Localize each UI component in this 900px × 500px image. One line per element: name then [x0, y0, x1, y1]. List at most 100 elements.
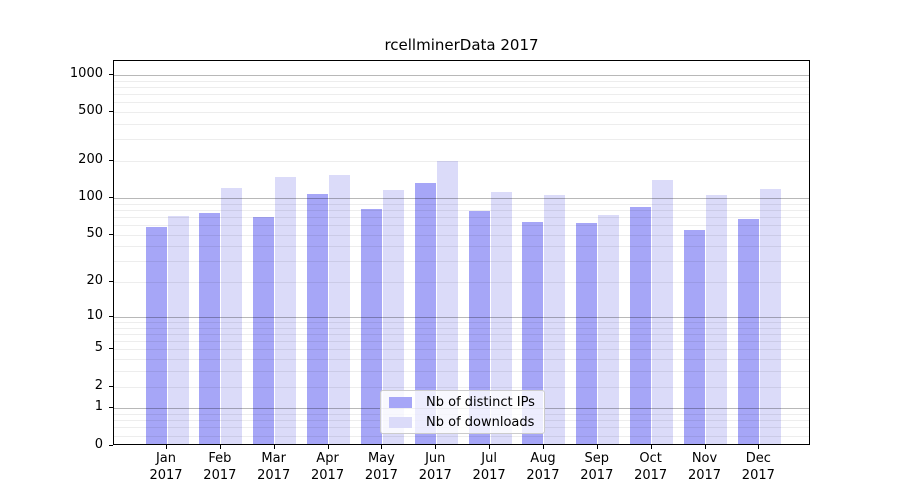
minor-gridline	[114, 225, 809, 227]
y-tick-label: 500	[78, 103, 103, 119]
bar-downloads	[329, 175, 351, 444]
legend: Nb of distinct IPs Nb of downloads	[380, 390, 545, 434]
y-tick-label: 200	[78, 152, 103, 168]
x-tick-month: Feb	[208, 451, 232, 466]
bar-distinct-ips	[737, 219, 759, 444]
x-tick-month: Dec	[745, 451, 771, 466]
bar-downloads	[652, 180, 674, 444]
bar-downloads	[490, 191, 512, 444]
bar-distinct-ips	[360, 208, 382, 444]
x-tick-year: 2017	[257, 468, 291, 483]
x-tick-label: Nov 2017	[674, 450, 736, 484]
x-tick-label: Jul 2017	[458, 450, 520, 484]
y-tick-mark	[109, 160, 113, 162]
x-tick-year: 2017	[203, 468, 237, 483]
x-tick-month: Jul	[481, 451, 497, 466]
bar-distinct-ips	[576, 223, 598, 444]
y-tick-label: 1	[94, 399, 103, 415]
legend-swatch-downloads	[389, 416, 412, 428]
major-gridline	[114, 316, 809, 318]
x-tick-month: Oct	[639, 451, 662, 466]
y-tick-mark	[109, 281, 113, 283]
bar-downloads	[167, 216, 189, 444]
y-tick-mark	[109, 233, 113, 235]
x-tick-label: Dec 2017	[727, 450, 789, 484]
x-tick-month: Aug	[530, 451, 556, 466]
bar-distinct-ips	[522, 222, 544, 444]
bar-downloads	[382, 190, 404, 444]
x-tick-mark	[435, 445, 437, 449]
x-tick-label: Feb 2017	[189, 450, 251, 484]
bar-distinct-ips	[199, 212, 221, 444]
y-tick-label: 100	[78, 189, 103, 205]
bar-distinct-ips	[414, 183, 436, 444]
bar-downloads	[706, 194, 727, 444]
bar-downloads	[759, 188, 781, 444]
x-tick-label: Jun 2017	[404, 450, 466, 484]
bar-downloads	[598, 214, 620, 444]
x-tick-mark	[542, 445, 544, 449]
minor-gridline	[114, 112, 809, 114]
y-tick-mark	[109, 385, 113, 387]
bar-downloads	[221, 188, 243, 444]
x-tick-mark	[219, 445, 221, 449]
y-tick-mark	[109, 111, 113, 113]
minor-gridline	[114, 333, 809, 335]
x-tick-label: Apr 2017	[297, 450, 359, 484]
x-tick-month: Apr	[316, 451, 339, 466]
x-tick-year: 2017	[634, 468, 668, 483]
minor-gridline	[114, 327, 809, 329]
y-tick-mark	[109, 407, 113, 409]
x-tick-year: 2017	[418, 468, 452, 483]
x-tick-year: 2017	[687, 468, 722, 483]
bar-distinct-ips	[684, 229, 705, 444]
y-tick-label: 1000	[69, 66, 103, 82]
minor-gridline	[114, 216, 809, 218]
minor-gridline	[114, 371, 809, 373]
y-tick-mark	[109, 444, 113, 446]
x-tick-mark	[166, 445, 167, 449]
x-tick-year: 2017	[472, 468, 506, 483]
x-tick-mark	[327, 445, 329, 449]
legend-label-downloads: Nb of downloads	[426, 414, 535, 430]
minor-gridline	[114, 234, 809, 236]
y-tick-label: 10	[86, 307, 103, 323]
x-tick-year: 2017	[149, 468, 183, 483]
x-tick-mark	[650, 445, 652, 449]
y-tick-label: 5	[94, 340, 103, 356]
x-tick-label: Jan 2017	[135, 450, 197, 484]
minor-gridline	[114, 386, 809, 388]
y-tick-mark	[109, 197, 113, 199]
x-tick-month: May	[367, 451, 395, 466]
minor-gridline	[114, 124, 809, 126]
x-tick-mark	[596, 445, 598, 449]
minor-gridline	[114, 161, 809, 163]
x-tick-label: Mar 2017	[243, 450, 305, 484]
y-tick-label: 2	[94, 377, 103, 393]
x-tick-label: Oct 2017	[620, 450, 682, 484]
minor-gridline	[114, 341, 809, 343]
minor-gridline	[114, 246, 809, 248]
x-tick-mark	[273, 445, 275, 449]
legend-swatch-distinct-ips	[389, 396, 412, 408]
bar-downloads	[436, 161, 458, 444]
x-tick-month: Jan	[155, 451, 177, 466]
plot-area	[113, 60, 810, 445]
bar-distinct-ips	[307, 194, 329, 444]
x-tick-year: 2017	[526, 468, 560, 483]
legend-item-distinct-ips: Nb of distinct IPs	[389, 394, 544, 410]
minor-gridline	[114, 80, 809, 82]
legend-label-distinct-ips: Nb of distinct IPs	[426, 394, 535, 410]
x-tick-month: Mar	[261, 451, 286, 466]
minor-gridline	[114, 322, 809, 324]
major-gridline	[114, 75, 809, 77]
minor-gridline	[114, 359, 809, 361]
minor-gridline	[114, 282, 809, 284]
minor-gridline	[114, 261, 809, 263]
y-tick-label: 20	[86, 273, 103, 289]
y-tick-label: 0	[94, 436, 103, 452]
x-tick-year: 2017	[364, 468, 398, 483]
bar-distinct-ips	[253, 216, 275, 444]
minor-gridline	[114, 349, 809, 351]
